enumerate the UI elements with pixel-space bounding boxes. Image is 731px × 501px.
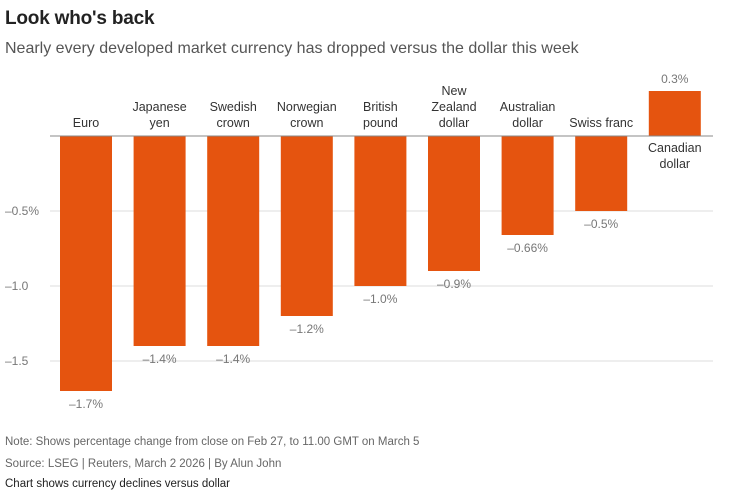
category-label: Japanese yen <box>132 100 186 130</box>
y-tick-label: –1.5 <box>5 354 29 368</box>
bar <box>133 136 186 346</box>
chart-source: Source: LSEG | Reuters, March 2 2026 | B… <box>5 458 282 470</box>
category-label: Canadian dollar <box>648 141 702 171</box>
bar <box>428 136 480 271</box>
category-label: Norwegian crown <box>277 100 337 130</box>
bar <box>354 136 407 286</box>
bar <box>280 136 333 316</box>
chart-subtitle: Nearly every developed market currency h… <box>5 40 579 57</box>
bar <box>575 136 628 211</box>
category-label: Swiss franc <box>569 116 633 130</box>
category-label: Euro <box>73 116 99 130</box>
chart-note: Note: Shows percentage change from close… <box>5 436 420 448</box>
value-label: –0.66% <box>507 241 548 255</box>
value-label: –1.2% <box>290 322 324 336</box>
category-label: British pound <box>363 100 398 130</box>
y-tick-label: –0.5% <box>5 204 39 218</box>
value-label: –1.7% <box>69 397 103 411</box>
value-label: –0.9% <box>437 277 471 291</box>
bar <box>501 136 554 235</box>
value-label: –1.0% <box>363 292 397 306</box>
bar <box>648 91 701 136</box>
bar <box>60 136 112 391</box>
chart-caption: Chart shows currency declines versus dol… <box>5 478 230 490</box>
value-label: –0.5% <box>584 217 618 231</box>
category-label: Australian dollar <box>500 100 556 130</box>
value-label: 0.3% <box>661 72 689 86</box>
value-label: –1.4% <box>216 352 250 366</box>
y-tick-label: –1.0 <box>5 279 29 293</box>
category-label: New Zealand dollar <box>431 84 476 130</box>
chart-title: Look who's back <box>5 8 155 29</box>
bar <box>207 136 260 346</box>
bar-chart: –0.5% –1.0 –1.5 –1.7% Euro –1.4% Japanese yen –1… <box>5 72 713 411</box>
value-label: –1.4% <box>143 352 177 366</box>
category-label: Swedish crown <box>210 100 257 130</box>
